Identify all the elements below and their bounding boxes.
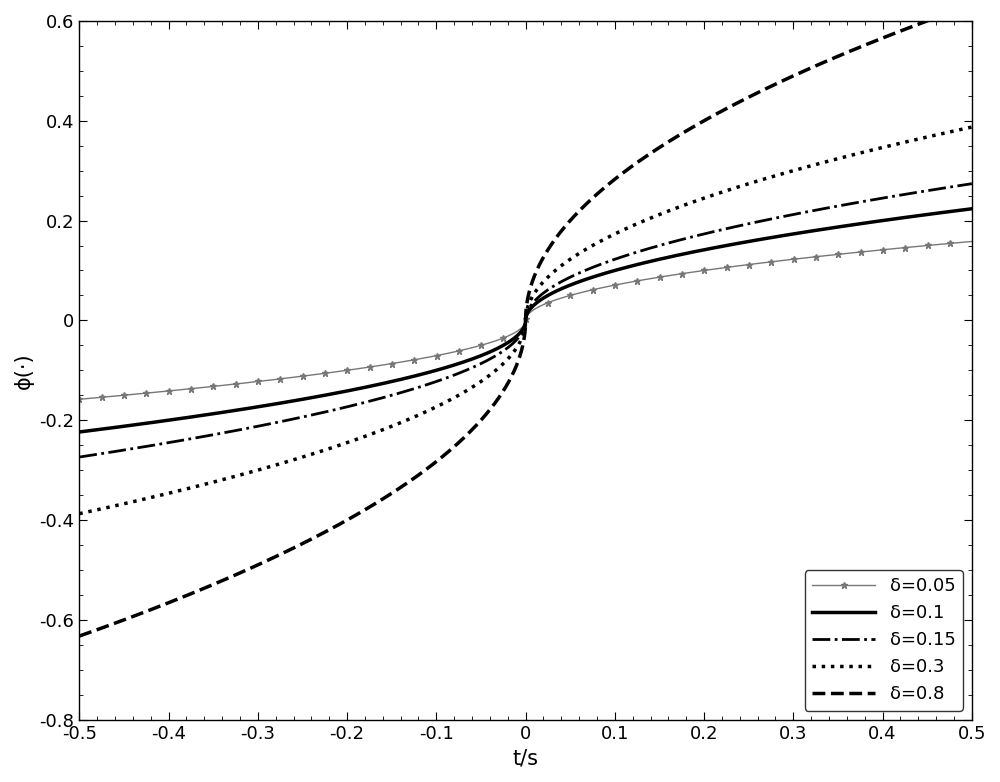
δ=0.3 (507, 348, 519, 357)
Line: δ=0.3: δ=0.3 (79, 127, 972, 514)
Y-axis label: ϕ(·): ϕ(·) (14, 352, 34, 389)
δ=0.3 (940, 128, 952, 138)
δ=0.3 (776, 169, 788, 178)
Line: δ=0.05: δ=0.05 (76, 238, 975, 403)
δ=0.1 (73, 427, 85, 436)
δ=0.3 (73, 509, 85, 518)
δ=0.3 (484, 371, 496, 380)
δ=0.05 (940, 239, 952, 249)
δ=0.8 (73, 631, 85, 640)
Line: δ=0.8: δ=0.8 (79, 5, 972, 636)
δ=0.1 (776, 231, 788, 240)
δ=0.3 (966, 122, 978, 131)
δ=0.05 (73, 395, 85, 404)
δ=0.8 (966, 0, 978, 9)
δ=0.15 (119, 445, 131, 454)
δ=0.8 (507, 368, 519, 378)
δ=0.1 (966, 204, 978, 213)
δ=0.15 (940, 183, 952, 192)
Line: δ=0.1: δ=0.1 (79, 209, 972, 432)
δ=0.8 (484, 405, 496, 414)
δ=0.05 (966, 237, 978, 246)
δ=0.15 (940, 183, 952, 192)
δ=0.8 (940, 9, 952, 19)
δ=0.15 (507, 339, 519, 348)
δ=0.8 (119, 615, 131, 624)
δ=0.05 (484, 338, 496, 347)
δ=0.3 (119, 499, 131, 508)
δ=0.3 (940, 128, 952, 138)
δ=0.05 (776, 256, 788, 265)
δ=0.15 (73, 452, 85, 461)
δ=0.1 (940, 207, 952, 217)
δ=0.15 (776, 212, 788, 221)
δ=0.05 (119, 390, 131, 400)
X-axis label: t/s: t/s (513, 748, 539, 768)
δ=0.1 (940, 207, 952, 217)
δ=0.1 (119, 421, 131, 431)
δ=0.15 (484, 354, 496, 364)
δ=0.1 (484, 347, 496, 357)
δ=0.1 (507, 334, 519, 343)
δ=0.15 (966, 179, 978, 188)
δ=0.05 (940, 239, 952, 249)
δ=0.8 (940, 9, 952, 19)
Line: δ=0.15: δ=0.15 (79, 184, 972, 457)
δ=0.05 (507, 328, 519, 338)
Legend: δ=0.05, δ=0.1, δ=0.15, δ=0.3, δ=0.8: δ=0.05, δ=0.1, δ=0.15, δ=0.3, δ=0.8 (805, 570, 963, 711)
δ=0.8 (776, 77, 788, 86)
